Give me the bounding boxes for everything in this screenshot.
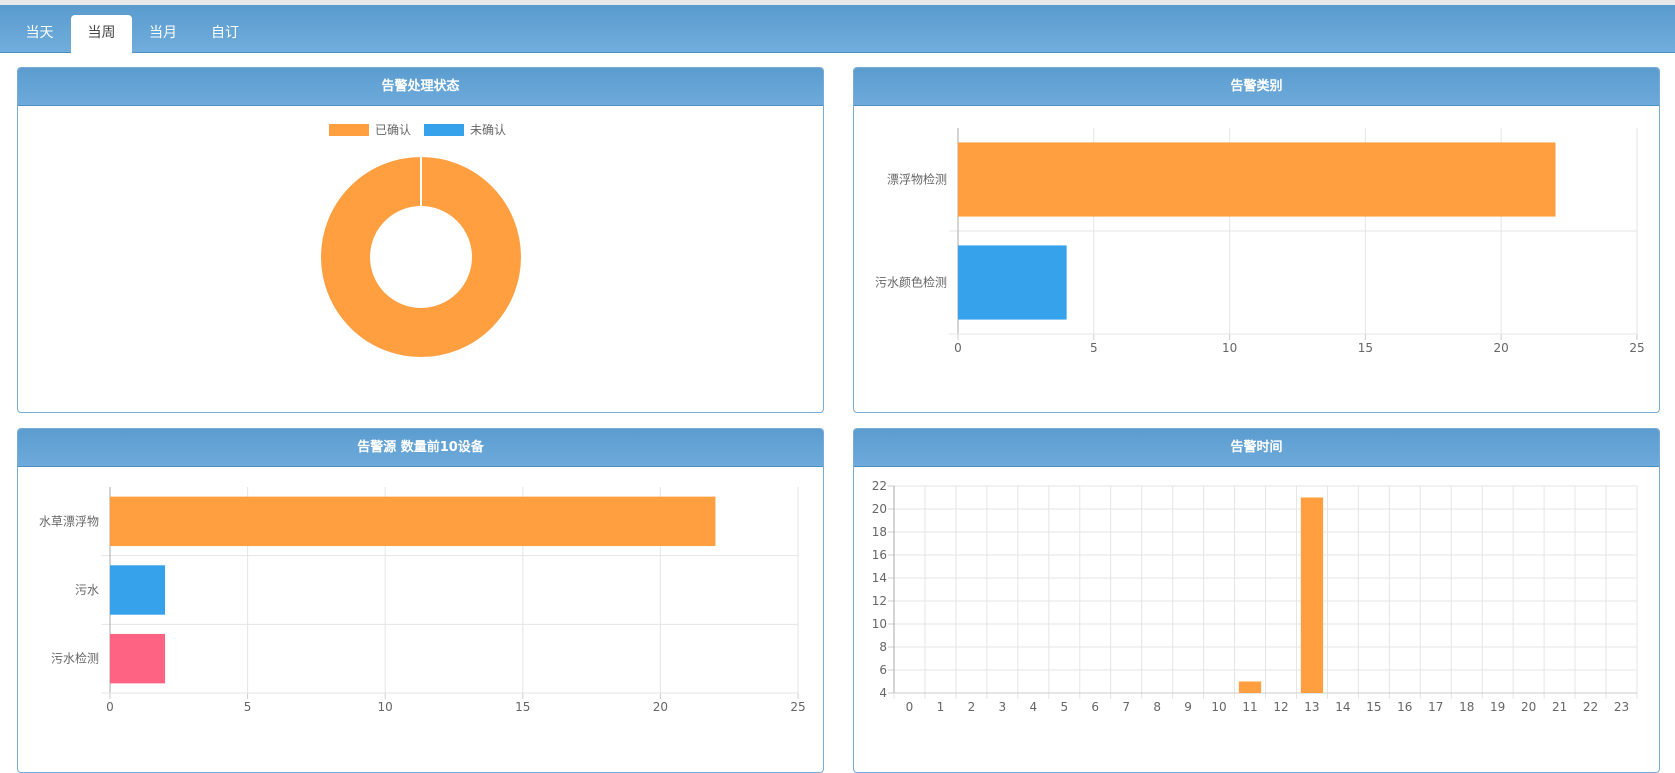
tab-this-week[interactable]: 当周 <box>71 15 132 53</box>
legend-label: 已确认 <box>375 123 411 137</box>
y-tick-label: 10 <box>872 617 887 631</box>
x-tick-label: 11 <box>1242 700 1257 714</box>
x-tick-label: 5 <box>244 700 252 714</box>
tab-today[interactable]: 当天 <box>25 25 54 41</box>
x-tick-label: 23 <box>1614 700 1629 714</box>
x-tick-label: 1 <box>937 700 945 714</box>
x-tick-label: 8 <box>1153 700 1161 714</box>
y-tick-label: 16 <box>872 548 887 562</box>
x-tick-label: 16 <box>1397 700 1412 714</box>
bar <box>958 245 1067 320</box>
y-tick-label: 14 <box>872 571 887 585</box>
x-tick-label: 4 <box>1029 700 1037 714</box>
y-tick-label: 污水颜色检测 <box>875 275 947 290</box>
tab-this-month[interactable]: 当月 <box>149 25 177 41</box>
legend-swatch <box>424 124 464 136</box>
bar <box>110 633 166 684</box>
x-tick-label: 12 <box>1273 700 1288 714</box>
panel-title: 告警类别 <box>854 68 1659 106</box>
top-border <box>0 0 1675 5</box>
x-tick-label: 10 <box>1222 341 1237 355</box>
x-tick-label: 0 <box>954 341 962 355</box>
y-tick-label: 6 <box>879 663 887 677</box>
panel-title: 告警时间 <box>854 429 1659 467</box>
panel-alarm-source: 告警源 数量前10设备 0 5 10 15 20 25 水草漂浮物污水污水检测 <box>17 428 824 773</box>
y-tick-label: 22 <box>872 479 887 493</box>
tab-bar: 当天 当周 当月 自订 <box>0 5 1675 53</box>
y-tick-label: 漂浮物检测 <box>887 172 947 187</box>
y-tick-label: 污水 <box>75 583 99 597</box>
x-tick-label: 3 <box>999 700 1007 714</box>
x-tick-label: 19 <box>1490 700 1505 714</box>
bar <box>1238 681 1262 693</box>
panel-alarm-category: 告警类别 0 5 10 15 20 25 漂浮物检测污水颜色检测 <box>853 67 1660 413</box>
tab-custom[interactable]: 自订 <box>211 25 239 41</box>
panel-alarm-time: 告警时间 4 6 8 10 12 14 16 18 20 22 0 1 2 3 4 5 6 7 8 9 10 11 12 13… <box>853 428 1660 773</box>
x-tick-label: 14 <box>1335 700 1350 714</box>
x-tick-label: 20 <box>1521 700 1536 714</box>
bar <box>1300 497 1324 693</box>
panel-title: 告警处理状态 <box>18 68 823 106</box>
panel-title: 告警源 数量前10设备 <box>18 429 823 467</box>
x-tick-label: 9 <box>1184 700 1192 714</box>
x-tick-label: 20 <box>1494 341 1509 355</box>
alarm-status-chart: 已确认 未确认 <box>321 123 521 357</box>
x-tick-label: 2 <box>968 700 976 714</box>
y-tick-label: 8 <box>879 640 887 654</box>
y-tick-label: 污水检测 <box>51 651 99 666</box>
x-tick-label: 15 <box>515 700 530 714</box>
x-tick-label: 18 <box>1459 700 1474 714</box>
bar <box>958 142 1556 217</box>
x-tick-label: 6 <box>1091 700 1099 714</box>
x-tick-label: 25 <box>1629 341 1644 355</box>
panel-alarm-status: 告警处理状态 已确认 未确认 <box>17 67 824 413</box>
x-tick-label: 22 <box>1583 700 1598 714</box>
x-tick-label: 17 <box>1428 700 1443 714</box>
bar <box>110 496 716 547</box>
x-tick-label: 20 <box>653 700 668 714</box>
x-tick-label: 0 <box>106 700 114 714</box>
y-tick-label: 4 <box>879 686 887 700</box>
x-tick-label: 25 <box>790 700 805 714</box>
x-tick-label: 10 <box>378 700 393 714</box>
x-tick-label: 13 <box>1304 700 1319 714</box>
x-tick-label: 0 <box>906 700 914 714</box>
x-tick-label: 21 <box>1552 700 1567 714</box>
y-tick-label: 20 <box>872 502 887 516</box>
y-tick-label: 12 <box>872 594 887 608</box>
y-tick-label: 18 <box>872 525 887 539</box>
bar <box>110 565 166 615</box>
x-tick-label: 5 <box>1060 700 1068 714</box>
x-tick-label: 15 <box>1366 700 1381 714</box>
x-tick-label: 7 <box>1122 700 1130 714</box>
legend-label: 未确认 <box>470 123 506 137</box>
y-tick-label: 水草漂浮物 <box>39 514 99 528</box>
x-tick-label: 15 <box>1358 341 1373 355</box>
legend-swatch <box>329 124 369 136</box>
x-tick-label: 10 <box>1211 700 1226 714</box>
x-tick-label: 5 <box>1090 341 1098 355</box>
